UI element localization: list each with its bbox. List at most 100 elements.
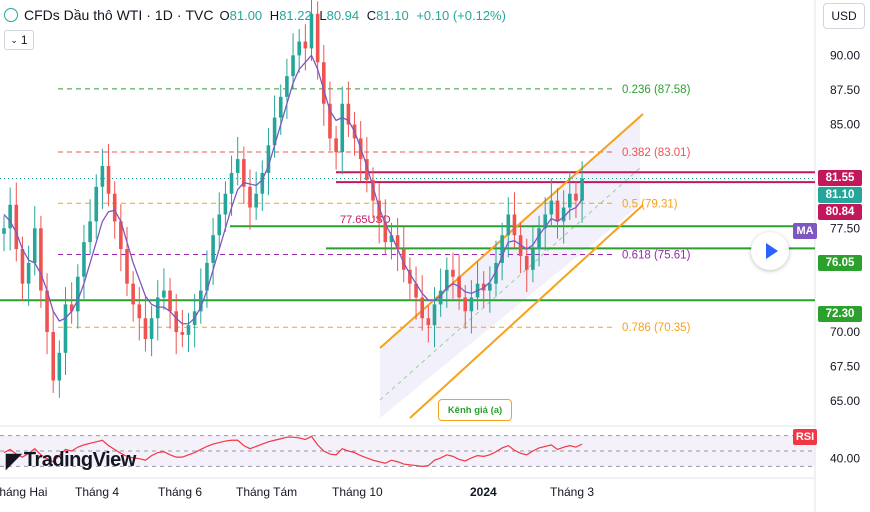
interval-label[interactable]: 1D xyxy=(154,7,173,23)
x-tick-label: Tháng Tám xyxy=(236,485,297,499)
candle-body xyxy=(445,269,449,291)
candle-body xyxy=(131,283,135,305)
candle-body xyxy=(291,55,295,77)
candle-body xyxy=(340,103,345,153)
y-tick-label: 77.50 xyxy=(830,221,860,235)
fib-level-label: 0.5 (79.31) xyxy=(622,198,678,210)
candle-body xyxy=(555,200,560,222)
candle-body xyxy=(334,138,338,153)
candle-body xyxy=(63,304,68,353)
candle-body xyxy=(242,159,246,187)
channel-fill xyxy=(380,115,640,418)
price-tag: 81.55 xyxy=(818,170,862,186)
candle-body xyxy=(303,41,308,49)
fib-level-label: 0.236 (87.58) xyxy=(622,84,691,96)
candle-body xyxy=(500,235,504,263)
currency-button[interactable]: USD xyxy=(823,3,865,29)
candle-body xyxy=(248,186,252,208)
chart-header: CFDs Dầu thô WTI · 1D · TVC O81.00 H81.2… xyxy=(0,0,506,30)
candle-body xyxy=(260,172,265,194)
fib-level-label: 0.786 (70.35) xyxy=(622,322,691,334)
candle-body xyxy=(162,290,166,298)
candle-body xyxy=(94,186,99,222)
candle-body xyxy=(278,96,283,118)
candle-body xyxy=(322,62,326,104)
candle-body xyxy=(57,352,62,381)
candle-body xyxy=(266,145,271,173)
candle-body xyxy=(420,297,424,319)
ma-legend-tag[interactable]: MA xyxy=(793,223,817,239)
candle-body xyxy=(199,290,203,312)
y-tick-label: 70.00 xyxy=(830,325,860,339)
x-tick-label: Tháng Hai xyxy=(0,485,47,499)
x-tick-label: Tháng 10 xyxy=(332,485,383,499)
price-tag: 72.30 xyxy=(818,306,862,322)
candle-body xyxy=(168,290,172,312)
candle-body xyxy=(174,311,178,333)
price-tag: 81.10 xyxy=(818,187,862,203)
candle-body xyxy=(309,13,314,49)
rsi-tick-label: 40.00 xyxy=(830,452,860,466)
channel-label: Kênh giá (a) xyxy=(438,399,512,421)
candle-body xyxy=(506,214,511,236)
channel-midline xyxy=(379,167,641,401)
candle-body xyxy=(371,179,375,201)
candle-body xyxy=(383,221,388,243)
candle-body xyxy=(512,214,517,236)
rsi-legend-tag[interactable]: RSI xyxy=(793,429,817,445)
close-value: 81.10 xyxy=(376,7,409,23)
candle-body xyxy=(315,13,320,63)
x-tick-label: 2024 xyxy=(470,485,497,499)
candle-body xyxy=(137,304,142,319)
rsi-line xyxy=(3,435,583,467)
candle-body xyxy=(155,297,160,319)
candle-body xyxy=(119,221,123,250)
candle-body xyxy=(531,249,535,270)
tradingview-logo: ◤ TradingView xyxy=(6,448,136,473)
fib-level-label: 0.382 (83.01) xyxy=(622,147,691,159)
y-tick-label: 90.00 xyxy=(830,48,860,62)
symbol-name[interactable]: CFDs Dầu thô WTI xyxy=(24,7,143,23)
candle-body xyxy=(414,283,418,298)
low-value: 80.94 xyxy=(326,7,360,23)
candle-body xyxy=(272,117,277,146)
candle-body xyxy=(180,332,185,335)
x-tick-label: Tháng 4 xyxy=(75,485,119,499)
candle-body xyxy=(524,255,529,270)
candle-body xyxy=(568,193,572,208)
candle-body xyxy=(401,249,406,270)
rsi-band xyxy=(0,435,815,467)
indicator-toggle[interactable]: ⌄ 1 xyxy=(4,30,34,50)
price-tag: 76.05 xyxy=(818,255,862,271)
candle-body xyxy=(211,235,215,263)
play-button[interactable] xyxy=(751,232,789,270)
candle-body xyxy=(389,235,394,243)
candle-body xyxy=(395,235,400,250)
y-tick-label: 67.50 xyxy=(830,360,860,374)
y-tick-label: 87.50 xyxy=(830,83,860,97)
candle-body xyxy=(254,193,258,208)
candle-body xyxy=(223,193,228,215)
x-tick-label: Tháng 6 xyxy=(158,485,202,499)
market-status-icon xyxy=(4,8,18,22)
candle-body xyxy=(2,228,6,234)
candle-body xyxy=(100,166,105,187)
candle-body xyxy=(561,207,566,222)
candle-body xyxy=(432,304,437,326)
candle-body xyxy=(469,297,474,312)
tradingview-mark-icon: ◤ xyxy=(6,450,21,472)
candle-body xyxy=(8,204,12,229)
high-value: 81.22 xyxy=(279,7,312,23)
x-tick-label: Tháng 3 xyxy=(550,485,594,499)
candle-body xyxy=(377,200,381,222)
change-value: +0.10 (+0.12%) xyxy=(416,7,506,23)
candle-body xyxy=(463,297,468,312)
ma-line xyxy=(3,54,583,325)
candle-body xyxy=(426,318,431,326)
channel-lower-line xyxy=(409,204,644,419)
candle-body xyxy=(32,228,37,263)
y-tick-label: 65.00 xyxy=(830,394,860,408)
candle-body xyxy=(217,214,222,236)
